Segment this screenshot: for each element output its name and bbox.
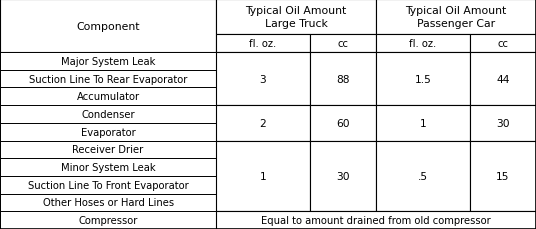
Bar — [0, 176, 216, 194]
Bar — [216, 106, 310, 141]
Bar — [310, 53, 376, 71]
Text: cc: cc — [497, 39, 508, 49]
Bar — [470, 158, 536, 176]
Bar — [0, 71, 216, 88]
Bar — [216, 71, 310, 88]
Text: .5: .5 — [418, 171, 428, 181]
Bar — [310, 53, 376, 106]
Bar — [216, 211, 536, 229]
Bar — [310, 35, 376, 53]
Bar — [470, 53, 536, 71]
Bar — [376, 53, 470, 106]
Bar — [0, 0, 216, 53]
Bar — [376, 0, 536, 35]
Text: Compressor: Compressor — [78, 215, 138, 225]
Bar — [216, 141, 310, 211]
Bar — [216, 194, 310, 211]
Bar — [470, 141, 536, 211]
Bar — [310, 71, 376, 88]
Text: Major System Leak: Major System Leak — [61, 57, 155, 67]
Text: Receiver Drier: Receiver Drier — [72, 145, 144, 155]
Bar — [376, 123, 470, 141]
Text: 1: 1 — [420, 118, 426, 128]
Bar — [0, 123, 216, 141]
Bar — [216, 0, 376, 35]
Bar — [0, 53, 216, 71]
Bar — [470, 123, 536, 141]
Text: Other Hoses or Hard Lines: Other Hoses or Hard Lines — [42, 198, 174, 207]
Bar — [376, 106, 470, 123]
Bar — [310, 123, 376, 141]
Text: Component: Component — [76, 22, 140, 31]
Bar — [0, 158, 216, 176]
Text: 60: 60 — [336, 118, 349, 128]
Bar — [376, 53, 470, 71]
Bar — [470, 53, 536, 106]
Text: Suction Line To Rear Evaporator: Suction Line To Rear Evaporator — [29, 74, 187, 84]
Bar — [310, 106, 376, 141]
Bar — [216, 176, 310, 194]
Bar — [216, 53, 310, 71]
Text: Evaporator: Evaporator — [81, 127, 136, 137]
Bar — [376, 194, 470, 211]
Text: 44: 44 — [496, 74, 510, 84]
Text: 15: 15 — [496, 171, 510, 181]
Text: 30: 30 — [336, 171, 349, 181]
Text: 1.5: 1.5 — [414, 74, 431, 84]
Text: Typical Oil Amount
Passenger Car: Typical Oil Amount Passenger Car — [405, 6, 507, 29]
Bar — [216, 53, 310, 106]
Bar — [470, 35, 536, 53]
Text: 30: 30 — [496, 118, 510, 128]
Bar — [310, 141, 376, 158]
Bar — [310, 88, 376, 106]
Bar — [310, 106, 376, 123]
Text: Accumulator: Accumulator — [77, 92, 140, 102]
Bar — [376, 158, 470, 176]
Bar — [216, 123, 310, 141]
Bar — [470, 106, 536, 123]
Text: Typical Oil Amount
Large Truck: Typical Oil Amount Large Truck — [245, 6, 347, 29]
Bar — [310, 158, 376, 176]
Bar — [310, 176, 376, 194]
Bar — [470, 141, 536, 158]
Bar — [216, 141, 310, 158]
Text: 3: 3 — [259, 74, 266, 84]
Bar — [216, 88, 310, 106]
Text: 88: 88 — [336, 74, 349, 84]
Bar — [376, 141, 470, 211]
Bar — [0, 88, 216, 106]
Bar — [376, 88, 470, 106]
Bar — [0, 194, 216, 211]
Bar — [376, 35, 470, 53]
Bar — [376, 141, 470, 158]
Bar — [310, 194, 376, 211]
Text: Suction Line To Front Evaporator: Suction Line To Front Evaporator — [28, 180, 189, 190]
Text: 1: 1 — [259, 171, 266, 181]
Bar — [376, 71, 470, 88]
Bar — [470, 71, 536, 88]
Bar — [470, 106, 536, 141]
Bar — [0, 106, 216, 123]
Bar — [216, 35, 310, 53]
Bar — [376, 106, 470, 141]
Text: fl. oz.: fl. oz. — [249, 39, 277, 49]
Bar — [470, 176, 536, 194]
Bar — [470, 88, 536, 106]
Text: Condenser: Condenser — [81, 109, 135, 120]
Text: fl. oz.: fl. oz. — [410, 39, 436, 49]
Text: Minor System Leak: Minor System Leak — [61, 162, 155, 172]
Bar — [0, 211, 216, 229]
Bar — [376, 176, 470, 194]
Bar — [216, 106, 310, 123]
Bar — [0, 141, 216, 158]
Bar — [470, 194, 536, 211]
Text: 2: 2 — [259, 118, 266, 128]
Text: Equal to amount drained from old compressor: Equal to amount drained from old compres… — [261, 215, 491, 225]
Bar — [216, 158, 310, 176]
Text: cc: cc — [338, 39, 348, 49]
Bar — [310, 141, 376, 211]
